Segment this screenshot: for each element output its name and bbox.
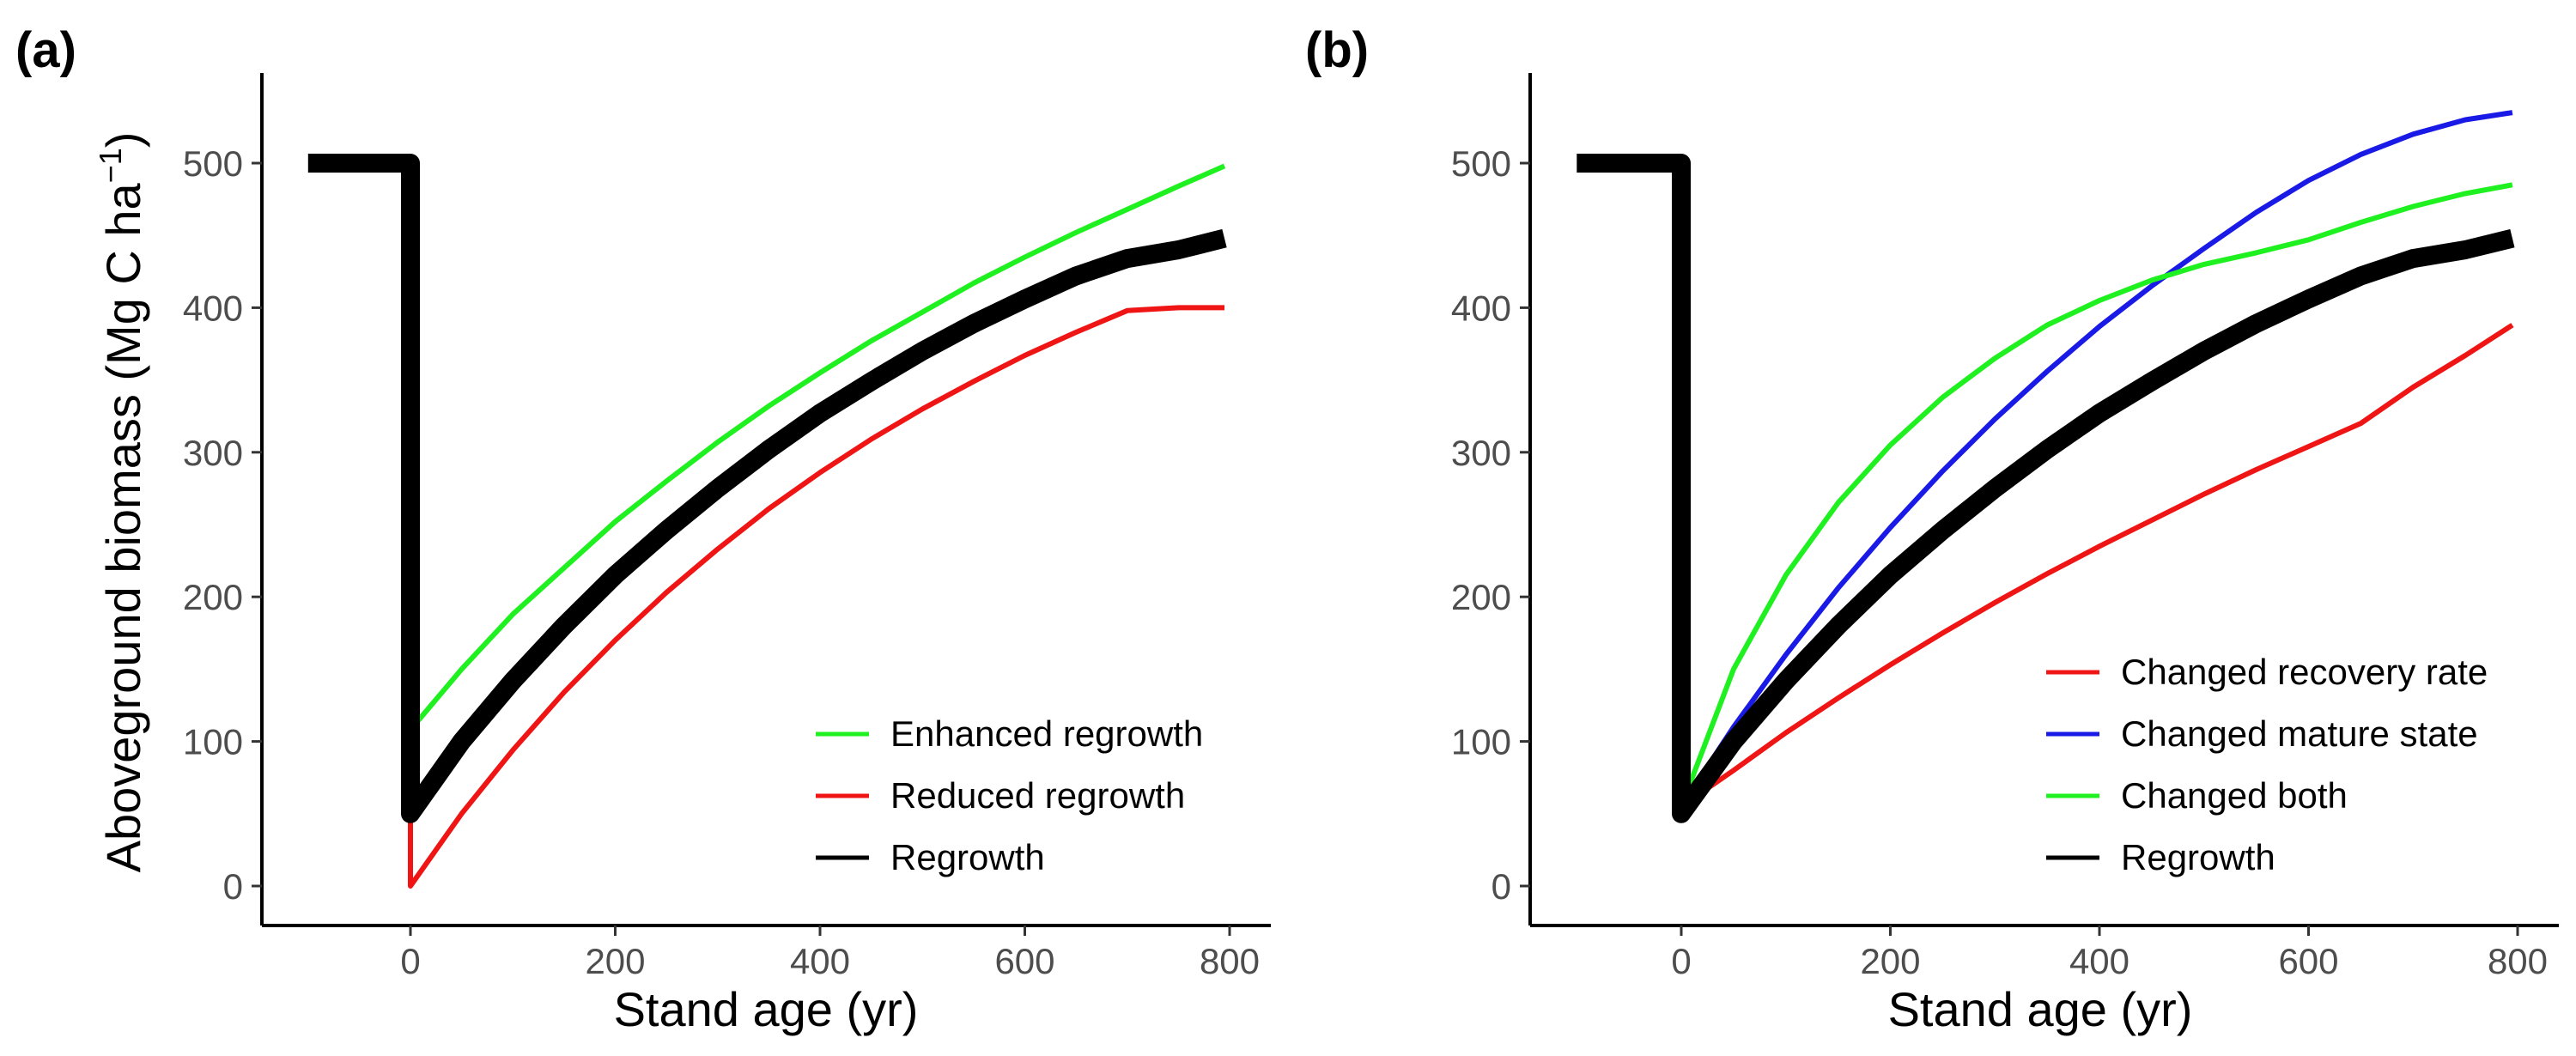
panel-b-x-axis-title: Stand age (yr) <box>1888 982 2193 1036</box>
y-tick-label: 0 <box>1492 866 1511 907</box>
panel-b-plot-area: 0 100 200 300 400 500 0 200 400 600 800 Changed rec… <box>1451 73 2559 981</box>
legend-label: Regrowth <box>2121 837 2275 877</box>
y-tick-label: 100 <box>183 722 243 762</box>
panel-a-x-axis-title: Stand age (yr) <box>614 982 919 1036</box>
series-line-changed-mature-state <box>1679 110 2513 809</box>
y-tick-label: 300 <box>1451 433 1511 473</box>
panel-b: (b) Stand age (yr) 0 100 200 300 400 500 0 200 4… <box>1305 22 2559 1036</box>
legend-label: Changed recovery rate <box>2121 652 2488 692</box>
legend-label: Changed mature state <box>2121 713 2478 754</box>
series-line-regrowth <box>1577 154 2515 823</box>
panel-a-plot-area: 0 100 200 300 400 500 0 200 400 600 800 Enhanced re… <box>183 73 1271 981</box>
x-tick-label: 600 <box>994 941 1054 981</box>
panel-b-label: (b) <box>1305 22 1369 78</box>
y-tick-label: 200 <box>183 577 243 617</box>
series-line-changed-both <box>1679 182 2513 808</box>
panel-a-y-axis-title: Aboveground biomass (Mg C ha−1) <box>93 132 150 873</box>
x-tick-label: 400 <box>790 941 850 981</box>
y-axis-title-close: ) <box>96 132 150 149</box>
y-tick-label: 500 <box>1451 143 1511 184</box>
y-tick-label: 100 <box>1451 722 1511 762</box>
y-tick-label: 300 <box>183 433 243 473</box>
y-axis-title-superscript: −1 <box>93 148 128 183</box>
y-tick-label: 400 <box>183 288 243 328</box>
panel-a: (a) Aboveground biomass (Mg C ha−1) Stan… <box>15 22 1271 1036</box>
x-tick-label: 800 <box>1200 941 1260 981</box>
x-tick-label: 0 <box>1671 941 1691 981</box>
x-tick-label: 400 <box>2069 941 2129 981</box>
y-axis-title-main: Aboveground biomass (Mg C ha <box>96 182 150 872</box>
legend-label: Enhanced regrowth <box>890 713 1203 754</box>
x-tick-label: 800 <box>2488 941 2548 981</box>
series-line-enhanced-regrowth <box>408 163 1226 732</box>
panel-a-label: (a) <box>15 22 76 78</box>
y-tick-label: 200 <box>1451 577 1511 617</box>
legend-label: Changed both <box>2121 775 2348 816</box>
y-tick-label: 400 <box>1451 288 1511 328</box>
series-line-changed-recovery-rate <box>1680 323 2514 809</box>
legend-label: Reduced regrowth <box>890 775 1185 816</box>
series-line-regrowth <box>307 154 1227 823</box>
y-tick-label: 0 <box>223 866 243 907</box>
x-tick-label: 200 <box>1860 941 1920 981</box>
y-tick-label: 500 <box>183 143 243 184</box>
x-tick-label: 200 <box>585 941 645 981</box>
x-tick-label: 0 <box>400 941 420 981</box>
series-line-reduced-regrowth <box>408 305 1224 889</box>
legend-label: Regrowth <box>890 837 1045 877</box>
x-tick-label: 600 <box>2278 941 2338 981</box>
